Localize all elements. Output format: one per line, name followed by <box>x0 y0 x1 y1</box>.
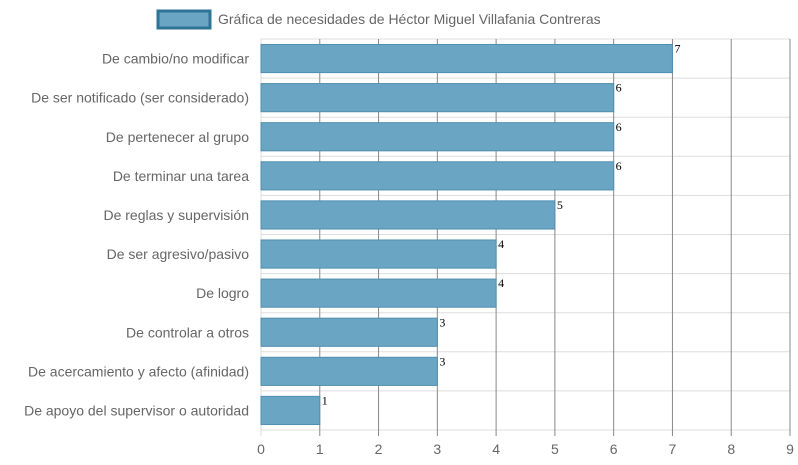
x-tick-label: 5 <box>551 441 559 457</box>
category-label: De apoyo del supervisor o autoridad <box>24 402 249 418</box>
category-label: De logro <box>196 285 249 301</box>
bar <box>260 356 438 386</box>
data-label: 4 <box>498 276 504 290</box>
x-tick-label: 7 <box>669 441 677 457</box>
bar <box>260 395 321 426</box>
category-label: De controlar a otros <box>126 324 249 340</box>
category-label: De pertenecer al grupo <box>106 129 249 145</box>
legend-label: Gráfica de necesidades de Héctor Miguel … <box>218 11 601 27</box>
data-label: 3 <box>439 354 445 368</box>
bar <box>260 161 615 191</box>
data-label: 6 <box>616 81 622 95</box>
x-tick-label: 9 <box>786 441 794 457</box>
x-axis: 0 1 2 3 4 5 6 7 8 9 <box>257 441 794 457</box>
data-label: 6 <box>616 120 622 134</box>
x-tick-label: 4 <box>492 441 500 457</box>
bar <box>260 278 497 308</box>
bar <box>260 239 497 269</box>
x-tick-label: 3 <box>433 441 441 457</box>
data-label: 7 <box>674 42 680 56</box>
bar <box>260 122 615 152</box>
data-label: 5 <box>557 198 563 212</box>
bar <box>260 317 438 347</box>
x-tick-label: 8 <box>727 441 735 457</box>
legend-swatch <box>156 9 212 30</box>
category-label: De reglas y supervisión <box>103 207 249 223</box>
data-label: 3 <box>439 315 445 329</box>
category-label: De acercamiento y afecto (afinidad) <box>28 363 249 379</box>
category-labels: De cambio/no modificar De ser notificado … <box>24 51 249 419</box>
x-tick-label: 1 <box>316 441 324 457</box>
x-tick-label: 6 <box>610 441 618 457</box>
data-labels: 7 6 6 6 5 4 4 3 3 1 <box>322 42 681 408</box>
bar <box>260 200 556 230</box>
legend: Gráfica de necesidades de Héctor Miguel … <box>156 9 601 30</box>
category-label: De ser notificado (ser considerado) <box>31 90 249 106</box>
category-label: De cambio/no modificar <box>102 51 249 67</box>
x-tick-label: 0 <box>257 441 265 457</box>
data-label: 4 <box>498 237 504 251</box>
category-label: De ser agresivo/pasivo <box>107 246 250 262</box>
bar <box>260 43 673 74</box>
category-label: De terminar una tarea <box>113 168 249 184</box>
data-label: 1 <box>322 393 328 407</box>
x-tick-label: 2 <box>375 441 383 457</box>
data-label: 6 <box>616 159 622 173</box>
bar <box>260 83 615 113</box>
bars <box>260 43 673 426</box>
